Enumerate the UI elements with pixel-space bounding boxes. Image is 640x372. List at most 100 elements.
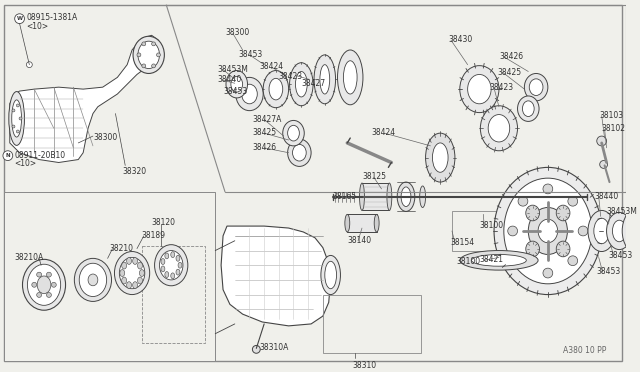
- Ellipse shape: [283, 121, 304, 146]
- Ellipse shape: [622, 208, 640, 253]
- Circle shape: [19, 117, 22, 120]
- Ellipse shape: [161, 259, 165, 264]
- Ellipse shape: [518, 96, 539, 121]
- Ellipse shape: [594, 218, 609, 244]
- Ellipse shape: [488, 115, 509, 142]
- Text: 38125: 38125: [362, 172, 386, 181]
- Ellipse shape: [79, 263, 107, 296]
- Bar: [4, 192, 215, 361]
- Circle shape: [152, 64, 156, 68]
- Ellipse shape: [231, 76, 243, 92]
- Circle shape: [596, 136, 607, 146]
- Ellipse shape: [397, 182, 415, 211]
- Ellipse shape: [176, 255, 180, 261]
- Ellipse shape: [538, 219, 557, 243]
- Bar: [362, 183, 389, 211]
- Circle shape: [36, 272, 42, 277]
- Ellipse shape: [401, 187, 411, 206]
- Text: 38453: 38453: [239, 50, 263, 59]
- Text: 38453: 38453: [609, 251, 633, 260]
- Circle shape: [47, 292, 51, 297]
- Ellipse shape: [374, 214, 379, 232]
- Ellipse shape: [165, 272, 169, 278]
- Ellipse shape: [9, 92, 24, 145]
- Text: 38453M: 38453M: [217, 65, 248, 74]
- Text: 38427A: 38427A: [252, 115, 282, 124]
- Ellipse shape: [138, 262, 143, 269]
- Polygon shape: [10, 35, 161, 163]
- Text: 38120: 38120: [152, 218, 175, 227]
- Circle shape: [508, 226, 518, 236]
- Ellipse shape: [37, 276, 51, 294]
- Ellipse shape: [133, 36, 164, 73]
- Circle shape: [12, 109, 15, 112]
- Circle shape: [518, 196, 528, 206]
- Text: 38100: 38100: [479, 221, 504, 230]
- Text: 38310A: 38310A: [259, 343, 289, 353]
- Text: 08911-20B10: 08911-20B10: [15, 151, 66, 160]
- Ellipse shape: [387, 183, 392, 211]
- Ellipse shape: [127, 257, 131, 264]
- Ellipse shape: [12, 100, 22, 137]
- Text: W: W: [17, 16, 22, 21]
- Ellipse shape: [556, 205, 570, 221]
- Ellipse shape: [140, 270, 144, 276]
- Text: 38210: 38210: [109, 244, 134, 253]
- Ellipse shape: [524, 73, 548, 101]
- Ellipse shape: [337, 50, 363, 105]
- Text: 38427: 38427: [301, 79, 326, 88]
- Text: 38453M: 38453M: [607, 206, 637, 215]
- Text: 38165: 38165: [333, 192, 356, 201]
- Ellipse shape: [526, 241, 540, 257]
- Ellipse shape: [74, 259, 111, 301]
- Ellipse shape: [171, 273, 175, 279]
- Text: 38310: 38310: [352, 361, 376, 370]
- Ellipse shape: [22, 259, 65, 310]
- Circle shape: [543, 268, 553, 278]
- Text: 38423: 38423: [489, 83, 513, 92]
- Ellipse shape: [138, 277, 143, 284]
- Circle shape: [518, 256, 528, 266]
- Circle shape: [32, 282, 36, 287]
- Ellipse shape: [165, 253, 169, 259]
- Ellipse shape: [460, 251, 538, 270]
- Ellipse shape: [122, 277, 127, 284]
- Ellipse shape: [433, 143, 448, 172]
- Ellipse shape: [628, 216, 640, 246]
- Text: 38424: 38424: [372, 128, 396, 137]
- Bar: [348, 214, 377, 232]
- Ellipse shape: [289, 63, 313, 106]
- Ellipse shape: [325, 261, 337, 289]
- Ellipse shape: [155, 245, 188, 286]
- Circle shape: [3, 151, 13, 161]
- Text: 38425: 38425: [252, 128, 276, 137]
- Text: 38426: 38426: [499, 52, 523, 61]
- Text: N: N: [6, 153, 10, 158]
- Text: 38189: 38189: [142, 231, 166, 240]
- Ellipse shape: [320, 65, 330, 94]
- Bar: [452, 211, 501, 251]
- Ellipse shape: [171, 252, 175, 257]
- Ellipse shape: [132, 282, 138, 289]
- Ellipse shape: [226, 71, 248, 98]
- Text: 38440: 38440: [217, 76, 241, 84]
- Text: 38430: 38430: [448, 35, 472, 44]
- Ellipse shape: [28, 264, 61, 305]
- Ellipse shape: [115, 251, 150, 295]
- Ellipse shape: [132, 257, 138, 264]
- Circle shape: [26, 62, 32, 68]
- Circle shape: [17, 104, 19, 107]
- Ellipse shape: [612, 220, 626, 242]
- Text: 38300: 38300: [93, 133, 117, 142]
- Ellipse shape: [522, 101, 534, 116]
- Text: 38453: 38453: [596, 267, 621, 276]
- Text: 38453: 38453: [223, 87, 247, 96]
- Circle shape: [12, 125, 15, 128]
- Ellipse shape: [529, 79, 543, 96]
- Text: 08915-1381A: 08915-1381A: [26, 13, 77, 22]
- Ellipse shape: [120, 270, 125, 276]
- Ellipse shape: [420, 186, 426, 208]
- Ellipse shape: [161, 266, 165, 272]
- Ellipse shape: [494, 167, 602, 295]
- Text: 38210A: 38210A: [15, 253, 44, 263]
